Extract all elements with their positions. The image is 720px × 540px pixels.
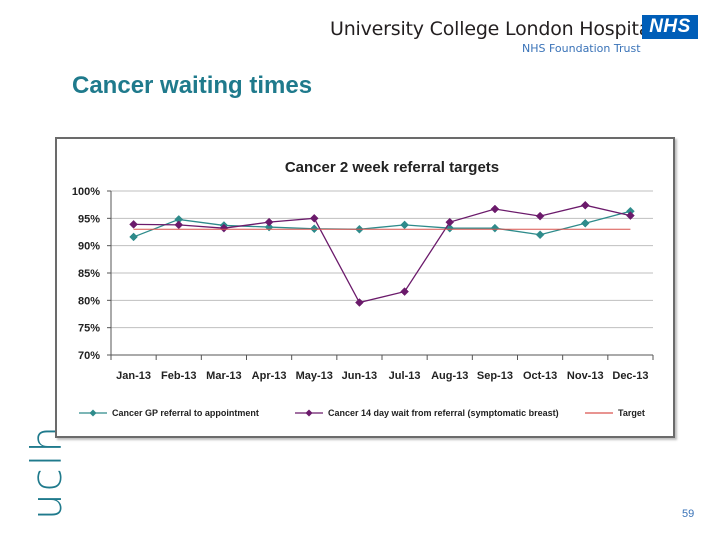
data-point-series-1 <box>129 232 138 242</box>
data-point-series-2 <box>174 220 184 230</box>
data-point-series-2 <box>490 204 500 214</box>
data-point-series-2 <box>355 298 364 307</box>
line-chart: Cancer 2 week referral targets 70% 75% 80% 8… <box>72 159 654 418</box>
legend-swatch-marker <box>305 409 313 417</box>
data-point-series-2 <box>219 223 229 233</box>
org-subtitle: NHS Foundation Trust <box>522 42 641 55</box>
chart-container: Cancer 2 week referral targets 70% 75% 80% 8… <box>55 137 675 438</box>
x-tick-label: Dec-13 <box>612 370 648 382</box>
x-tick-label: Jul-13 <box>389 370 421 382</box>
y-tick-label: 90% <box>78 241 100 253</box>
x-tick-label: Oct-13 <box>523 370 557 382</box>
data-point-series-2 <box>129 219 138 229</box>
data-point-series-2 <box>580 200 590 210</box>
x-tick-label: May-13 <box>296 370 333 382</box>
x-tick-label: Aug-13 <box>431 370 468 382</box>
nhs-logo: NHS <box>642 15 698 39</box>
page-title: Cancer waiting times <box>72 72 313 99</box>
x-tick-label: Apr-13 <box>252 370 287 382</box>
page-number: 59 <box>682 508 695 520</box>
legend-label: Cancer 14 day wait from referral (sympto… <box>328 408 559 418</box>
y-tick-label: 80% <box>78 295 100 307</box>
data-point-series-2 <box>535 211 545 221</box>
x-tick-label: Jun-13 <box>342 370 377 382</box>
data-point-series-2 <box>445 217 455 227</box>
data-point-series-1 <box>400 220 409 230</box>
x-tick-label: Mar-13 <box>206 370 241 382</box>
data-point-series-2 <box>264 217 274 227</box>
data-point-series-1 <box>490 223 500 233</box>
data-point-series-2 <box>626 211 635 220</box>
legend-label: Target <box>618 408 645 418</box>
y-tick-label: 95% <box>78 213 100 225</box>
y-tick-label: 70% <box>78 350 100 362</box>
y-tick-label: 75% <box>78 323 100 335</box>
org-name: University College London Hospitals <box>330 18 665 40</box>
x-tick-label: Jan-13 <box>116 370 151 382</box>
x-tick-label: Nov-13 <box>567 370 604 382</box>
data-point-series-2 <box>309 213 319 223</box>
data-point-series-1 <box>535 230 545 240</box>
chart-title: Cancer 2 week referral targets <box>285 159 499 176</box>
y-tick-label: 85% <box>78 268 100 280</box>
series-line-2 <box>133 204 631 304</box>
uclh-brand-mark: uclh <box>22 424 71 520</box>
legend-swatch-marker <box>89 409 97 417</box>
x-tick-label: Feb-13 <box>161 370 196 382</box>
y-tick-label: 100% <box>72 186 100 198</box>
legend-label: Cancer GP referral to appointment <box>112 408 259 418</box>
x-tick-label: Sep-13 <box>477 370 513 382</box>
data-point-series-1 <box>580 218 590 228</box>
series-line-1 <box>133 210 631 238</box>
data-point-series-2 <box>400 287 409 296</box>
data-point-series-1 <box>309 224 319 234</box>
